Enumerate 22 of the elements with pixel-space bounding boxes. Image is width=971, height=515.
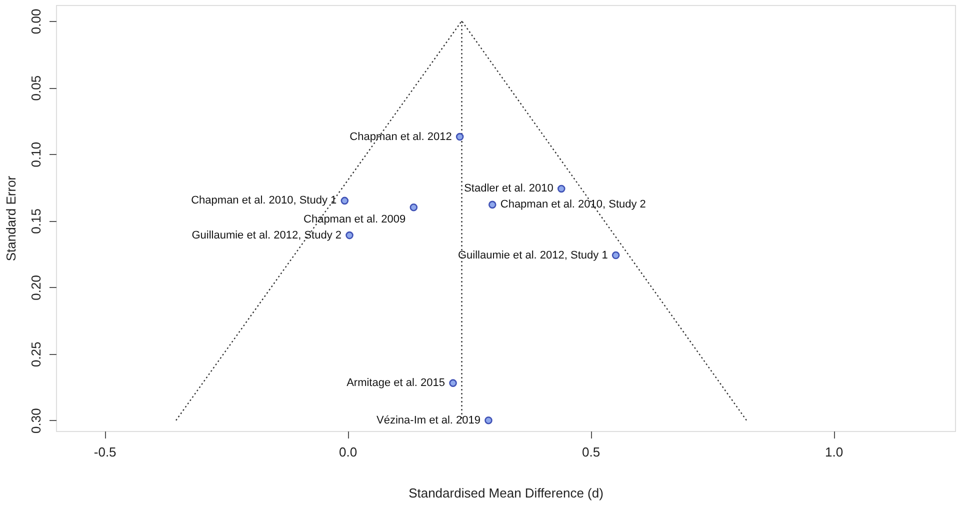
x-tick-label: 0.0 [339, 444, 358, 460]
annotation: Guillaumie et al. 2012, Study 1 [458, 249, 608, 262]
x-tick-label: 0.5 [582, 444, 600, 460]
annotation: Stadler et al. 2010 [464, 182, 554, 195]
annotation: Chapman et al. 2010, Study 1 [191, 194, 337, 207]
annotation: Chapman et al. 2012 [350, 130, 452, 143]
y-tick-label: 0.00 [28, 8, 44, 34]
annotation: Vézina-Im et al. 2019 [376, 414, 480, 426]
y-tick-label: 0.20 [28, 275, 44, 300]
y-tick-label: 0.25 [28, 342, 44, 367]
annotation: Armitage et al. 2015 [346, 377, 446, 390]
annotation: Guillaumie et al. 2012, Study 2 [192, 229, 342, 242]
x-tick-label: 1.0 [824, 444, 844, 460]
annotation: Chapman et al. 2010, Study 2 [500, 198, 646, 211]
y-tick-label: 0.30 [28, 408, 44, 434]
y-tick-label: 0.10 [28, 142, 44, 168]
y-axis-title: Standard Error [4, 175, 18, 262]
y-tick-label: 0.05 [28, 75, 44, 101]
x-axis-title: Standardised Mean Difference (d) [408, 486, 604, 500]
x-tick-label: -0.5 [94, 444, 116, 460]
annotation: Chapman et al. 2009 [304, 213, 406, 226]
y-tick-label: 0.15 [28, 208, 44, 234]
